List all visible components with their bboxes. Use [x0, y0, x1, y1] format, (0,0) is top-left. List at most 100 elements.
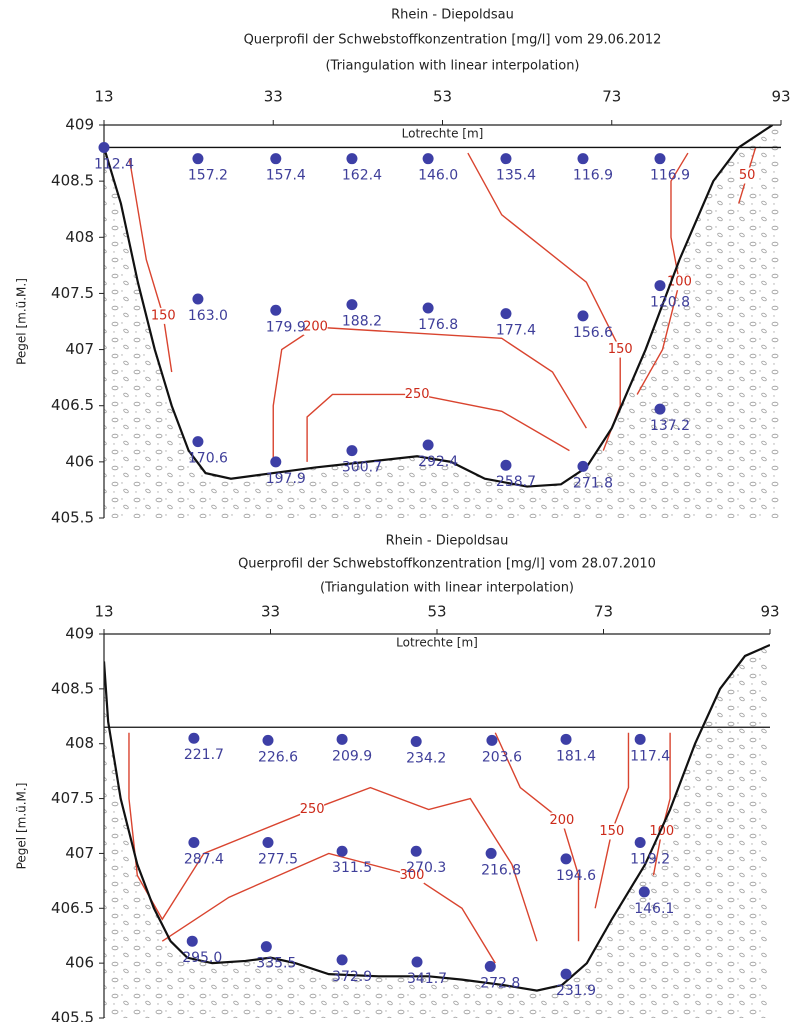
value-label: 287.4	[184, 851, 224, 867]
sample-point	[188, 836, 200, 848]
sample-point	[336, 845, 348, 857]
value-label: 194.6	[556, 868, 596, 884]
value-label: 216.8	[481, 862, 521, 878]
contour-label-bg	[735, 167, 760, 184]
sample-point	[654, 403, 666, 415]
riverbed	[104, 634, 770, 1018]
value-label: 116.9	[650, 168, 690, 184]
x-axis-label: Lotrechte [m]	[402, 127, 484, 141]
value-label: 300.7	[342, 460, 382, 476]
contour-label-bg	[303, 319, 328, 336]
sample-point	[500, 459, 512, 471]
y-tick-label: 405.5	[51, 1009, 94, 1022]
value-label: 188.2	[342, 314, 382, 330]
chart-title: Rhein - Diepoldsau	[386, 534, 509, 549]
sample-point	[262, 836, 274, 848]
sample-point	[186, 935, 198, 947]
x-axis-label: Lotrechte [m]	[396, 636, 478, 650]
sample-point	[484, 960, 496, 972]
sample-point	[560, 733, 572, 745]
contour-label: 50	[739, 168, 756, 183]
value-label: 335.5	[256, 956, 296, 972]
value-label: 146.1	[634, 901, 674, 917]
value-label: 203.6	[482, 749, 522, 765]
x-tick-label: 13	[94, 603, 113, 621]
contour-label-bg	[649, 823, 674, 840]
sample-point	[500, 308, 512, 320]
x-tick-label: 33	[264, 88, 283, 106]
contour-label-bg	[300, 801, 325, 818]
sample-point	[188, 732, 200, 744]
value-label: 311.5	[332, 860, 372, 876]
contour-label-bg	[608, 341, 633, 358]
value-label: 163.0	[188, 308, 228, 324]
contour-line	[161, 852, 496, 964]
sample-point	[654, 280, 666, 292]
contour-label: 100	[649, 824, 674, 839]
riverbed	[104, 125, 781, 518]
chart-subtitle: Querprofil der Schwebstoffkonzentration …	[244, 33, 662, 48]
value-label: 119.2	[630, 851, 670, 867]
contour-label: 150	[151, 308, 176, 323]
value-label: 372.9	[332, 969, 372, 985]
y-tick-label: 408.5	[51, 679, 94, 697]
sample-point	[634, 836, 646, 848]
x-tick-label: 73	[594, 603, 613, 621]
sample-point	[638, 886, 650, 898]
sample-point	[560, 853, 572, 865]
y-tick-label: 407	[65, 844, 94, 862]
chart-note: (Triangulation with linear interpolation…	[325, 59, 579, 74]
y-tick-label: 409	[65, 625, 94, 643]
sample-point	[260, 941, 272, 953]
sample-point	[346, 153, 358, 165]
value-label: 116.9	[573, 168, 613, 184]
value-label: 292.4	[418, 454, 458, 470]
contour-label: 150	[599, 824, 624, 839]
y-axis-label: Pegel [m.ü.M.]	[15, 783, 29, 870]
y-tick-label: 408	[65, 734, 94, 752]
y-tick-label: 408	[65, 228, 94, 246]
value-label: 135.4	[496, 168, 536, 184]
contour-label-bg	[549, 812, 574, 829]
value-label: 146.0	[418, 168, 458, 184]
contour-line	[594, 732, 630, 909]
value-label: 272.8	[480, 975, 520, 991]
sample-point	[500, 153, 512, 165]
value-label: 137.2	[650, 418, 690, 434]
sample-point	[270, 304, 282, 316]
value-label: 156.6	[573, 325, 613, 341]
value-label: 209.9	[332, 748, 372, 764]
contour-label: 200	[549, 813, 574, 828]
value-label: 226.6	[258, 749, 298, 765]
y-tick-label: 405.5	[51, 509, 94, 527]
sample-point	[411, 956, 423, 968]
sample-point	[577, 153, 589, 165]
value-label: 157.4	[266, 168, 306, 184]
sample-point	[634, 733, 646, 745]
contour-line	[636, 152, 689, 395]
y-tick-label: 406	[65, 954, 94, 972]
contour-label: 300	[400, 868, 425, 883]
chart-subtitle: Querprofil der Schwebstoffkonzentration …	[238, 557, 656, 572]
sample-point	[486, 734, 498, 746]
contour-label: 250	[300, 802, 325, 817]
value-label: 270.3	[406, 860, 446, 876]
sample-point	[485, 847, 497, 859]
contour-line	[652, 732, 671, 876]
contour-label-bg	[400, 867, 425, 884]
sample-point	[192, 153, 204, 165]
chart-title: Rhein - Diepoldsau	[391, 8, 514, 23]
sample-point	[336, 733, 348, 745]
sample-point	[410, 845, 422, 857]
value-label: 234.2	[406, 751, 446, 767]
value-label: 197.9	[266, 471, 306, 487]
sample-point	[346, 445, 358, 457]
contour-label-bg	[151, 307, 176, 324]
x-tick-label: 53	[433, 88, 452, 106]
y-tick-label: 406.5	[51, 899, 94, 917]
x-tick-label: 53	[427, 603, 446, 621]
sample-point	[577, 460, 589, 472]
value-label: 117.4	[630, 748, 670, 764]
